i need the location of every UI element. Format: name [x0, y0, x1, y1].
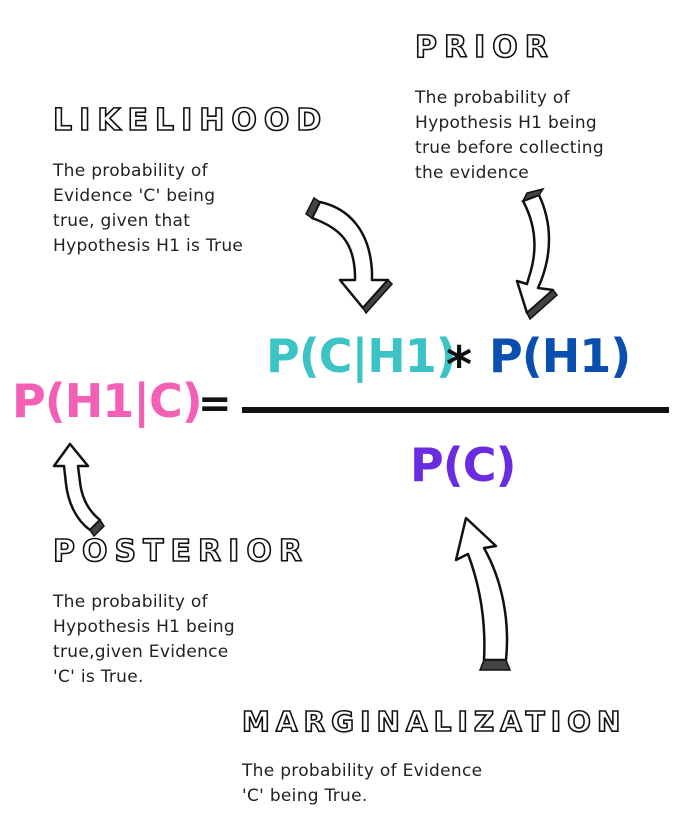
posterior-term: P(H1|C) [12, 374, 203, 428]
likelihood-line: Hypothesis H1 is True [53, 236, 244, 256]
evidence-term: P(C) [410, 438, 517, 492]
posterior-line: 'C' is True. [53, 667, 144, 687]
marginalization-arrow-icon [454, 516, 512, 671]
marginalization-heading: MARGINALIZATION [241, 705, 627, 738]
prior-line: The probability of [415, 88, 570, 108]
prior-term: P(H1) [489, 329, 631, 383]
marginalization-line: The probability of Evidence [242, 761, 483, 781]
marginalization-description: The probability of Evidence 'C' being Tr… [242, 759, 482, 809]
marginalization-line: 'C' being True. [242, 786, 368, 806]
multiply-sign: * [446, 336, 473, 394]
fraction-bar [242, 407, 669, 413]
equals-sign: = [198, 381, 232, 427]
likelihood-description: The probability of Evidence 'C' being tr… [53, 159, 243, 259]
likelihood-term: P(C|H1) [266, 329, 457, 383]
posterior-line: true,given Evidence [53, 642, 229, 662]
posterior-heading: POSTERIOR [52, 534, 309, 569]
posterior-line: Hypothesis H1 being [53, 617, 236, 637]
prior-line: the evidence [415, 163, 529, 183]
prior-description: The probability of Hypothesis H1 being t… [415, 86, 604, 186]
posterior-description: The probability of Hypothesis H1 being t… [53, 590, 235, 690]
posterior-arrow-icon [52, 442, 105, 538]
likelihood-line: true, given that [53, 211, 191, 231]
prior-line: Hypothesis H1 being [415, 113, 598, 133]
likelihood-arrow-icon [305, 196, 394, 315]
prior-heading: PRIOR [414, 30, 555, 65]
prior-arrow-icon [515, 187, 559, 321]
likelihood-line: The probability of [53, 161, 208, 181]
prior-line: true before collecting [415, 138, 604, 158]
likelihood-heading: LIKELIHOOD [52, 103, 329, 138]
likelihood-line: Evidence 'C' being [53, 186, 216, 206]
posterior-line: The probability of [53, 592, 208, 612]
